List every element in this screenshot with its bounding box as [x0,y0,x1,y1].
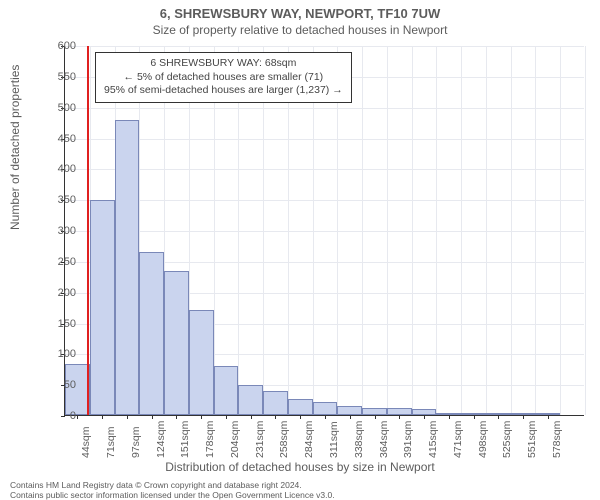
histogram-bar [214,366,239,415]
x-tick-mark [77,415,78,419]
x-tick-mark [251,415,252,419]
grid-line-v [585,46,586,415]
x-tick-mark [399,415,400,419]
histogram-bar [189,310,214,415]
x-tick-label: 44sqm [80,426,92,458]
x-tick-label: 338sqm [353,421,365,458]
x-tick-mark [152,415,153,419]
x-tick-mark [127,415,128,419]
x-tick-mark [350,415,351,419]
x-tick-label: 471sqm [452,421,464,458]
histogram-bar [164,271,189,415]
grid-line-v [486,46,487,415]
grid-line-h [65,231,584,232]
x-tick-mark [449,415,450,419]
x-tick-label: 204sqm [229,421,241,458]
footer-attribution: Contains HM Land Registry data © Crown c… [10,480,335,500]
plot-area: 6 SHREWSBURY WAY: 68sqm← 5% of detached … [64,46,584,416]
grid-line-h [65,169,584,170]
y-tick-label: 150 [36,318,76,330]
y-tick-label: 300 [36,225,76,237]
x-tick-mark [226,415,227,419]
x-tick-mark [325,415,326,419]
grid-line-h [65,139,584,140]
x-tick-label: 498sqm [477,421,489,458]
page-subtitle: Size of property relative to detached ho… [0,21,600,37]
x-tick-label: 415sqm [427,421,439,458]
x-axis-label: Distribution of detached houses by size … [0,460,600,474]
y-tick-label: 550 [36,71,76,83]
histogram-bar [115,120,140,415]
y-tick-label: 100 [36,348,76,360]
x-tick-mark [424,415,425,419]
histogram-bar [139,252,164,415]
grid-line-v [560,46,561,415]
y-tick-label: 200 [36,287,76,299]
footer-line-1: Contains HM Land Registry data © Crown c… [10,480,335,490]
footer-line-2: Contains public sector information licen… [10,490,335,500]
page-title: 6, SHREWSBURY WAY, NEWPORT, TF10 7UW [0,0,600,21]
y-tick-label: 50 [36,379,76,391]
x-tick-label: 364sqm [378,421,390,458]
x-tick-label: 258sqm [278,421,290,458]
x-tick-mark [176,415,177,419]
annotation-box: 6 SHREWSBURY WAY: 68sqm← 5% of detached … [95,52,352,103]
x-tick-mark [548,415,549,419]
x-tick-mark [201,415,202,419]
x-tick-mark [275,415,276,419]
x-tick-label: 525sqm [501,421,513,458]
x-tick-label: 551sqm [526,421,538,458]
histogram-bar [313,402,338,415]
x-tick-label: 391sqm [402,421,414,458]
grid-line-v [387,46,388,415]
x-tick-mark [474,415,475,419]
histogram-bar [90,200,115,415]
y-tick-label: 500 [36,102,76,114]
x-tick-label: 311sqm [328,421,340,458]
histogram-bar [238,385,263,415]
x-tick-label: 284sqm [303,421,315,458]
grid-line-v [461,46,462,415]
x-tick-label: 578sqm [551,421,563,458]
x-tick-mark [102,415,103,419]
histogram-bar [387,408,412,415]
y-axis-label: Number of detached properties [8,65,22,230]
x-tick-mark [300,415,301,419]
y-tick-label: 600 [36,40,76,52]
grid-line-h [65,108,584,109]
annotation-line: ← 5% of detached houses are smaller (71) [104,71,343,85]
histogram-chart: 6 SHREWSBURY WAY: 68sqm← 5% of detached … [64,46,584,416]
y-tick-label: 350 [36,194,76,206]
grid-line-h [65,46,584,47]
x-tick-label: 231sqm [254,421,266,458]
x-tick-mark [375,415,376,419]
x-tick-label: 71sqm [105,426,117,458]
y-tick-label: 0 [36,410,76,422]
x-tick-label: 151sqm [179,421,191,458]
grid-line-v [436,46,437,415]
x-tick-label: 97sqm [130,426,142,458]
x-tick-mark [498,415,499,419]
annotation-line: 95% of semi-detached houses are larger (… [104,84,343,98]
grid-line-v [362,46,363,415]
x-tick-label: 124sqm [155,421,167,458]
x-tick-mark [523,415,524,419]
y-tick-label: 450 [36,133,76,145]
x-tick-label: 178sqm [204,421,216,458]
subject-marker-line [87,46,89,415]
histogram-bar [337,406,362,415]
histogram-bar [263,391,288,415]
grid-line-v [535,46,536,415]
histogram-bar [362,408,387,415]
annotation-line: 6 SHREWSBURY WAY: 68sqm [104,57,343,71]
y-tick-label: 250 [36,256,76,268]
grid-line-v [412,46,413,415]
histogram-bar [288,399,313,415]
grid-line-v [511,46,512,415]
y-tick-label: 400 [36,163,76,175]
grid-line-h [65,200,584,201]
